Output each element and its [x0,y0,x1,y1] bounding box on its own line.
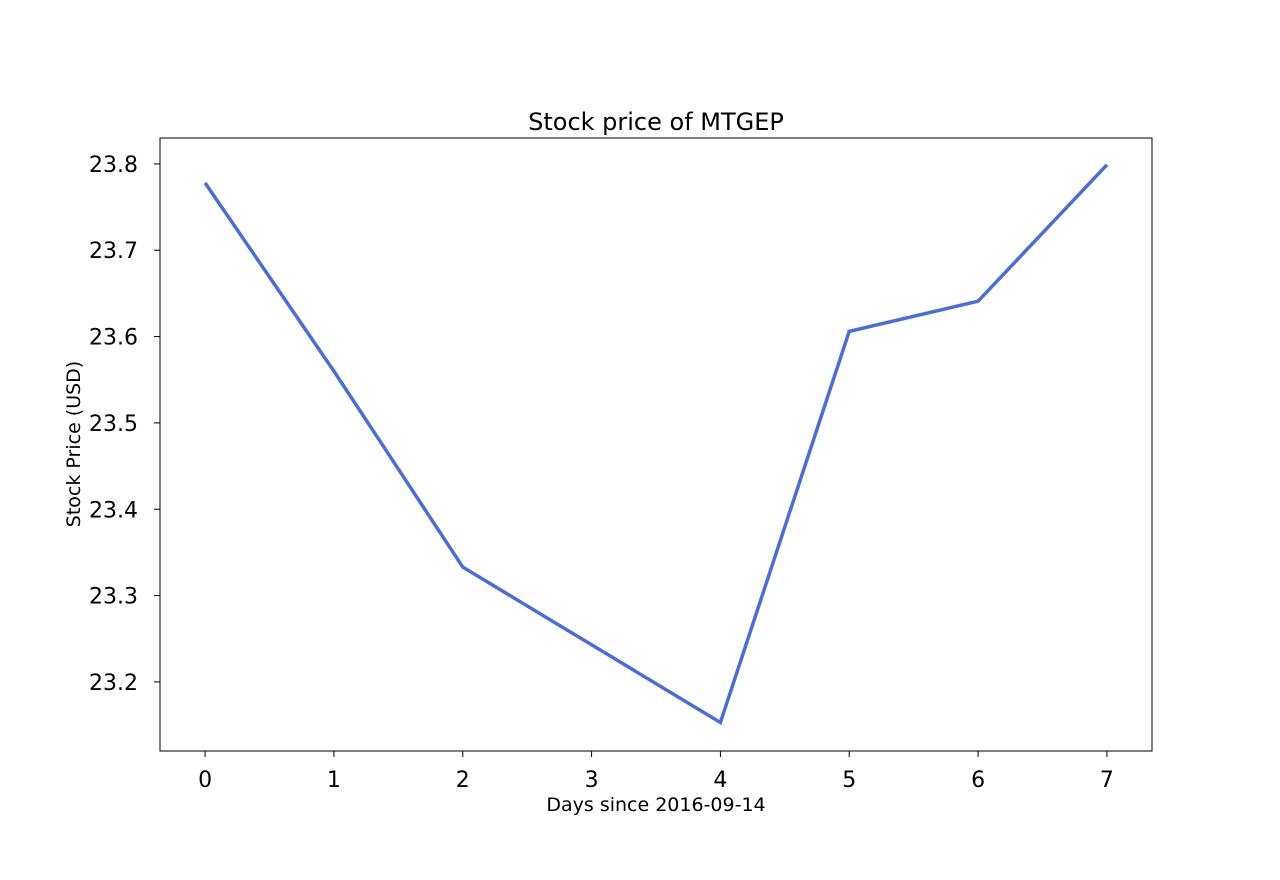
x-tick-label: 5 [842,768,856,793]
y-tick-label: 23.5 [89,412,138,437]
x-tick-label: 4 [713,768,727,793]
plot-area [159,137,1153,752]
x-tick-label: 0 [198,768,212,793]
y-tick-label: 23.7 [89,239,138,264]
y-tick-label: 23.8 [89,153,138,178]
x-tick-label: 3 [585,768,599,793]
x-tick-label: 1 [327,768,341,793]
x-axis: 0 1 2 3 4 5 6 7 [198,751,1114,793]
x-axis-label: Days since 2016-09-14 [546,794,765,816]
series-line [203,163,1109,726]
y-axis-label: Stock Price (USD) [63,361,85,527]
chart-title: Stock price of MTGEP [528,108,784,136]
y-tick-label: 23.4 [89,498,138,523]
y-tick-label: 23.6 [89,326,138,351]
x-tick-label: 6 [971,768,985,793]
y-axis: 23.2 23.3 23.4 23.5 23.6 23.7 23.8 [89,153,160,696]
x-tick-label: 2 [456,768,470,793]
y-tick-label: 23.3 [89,585,138,610]
y-tick-label: 23.2 [89,671,138,696]
x-tick-label: 7 [1100,768,1114,793]
